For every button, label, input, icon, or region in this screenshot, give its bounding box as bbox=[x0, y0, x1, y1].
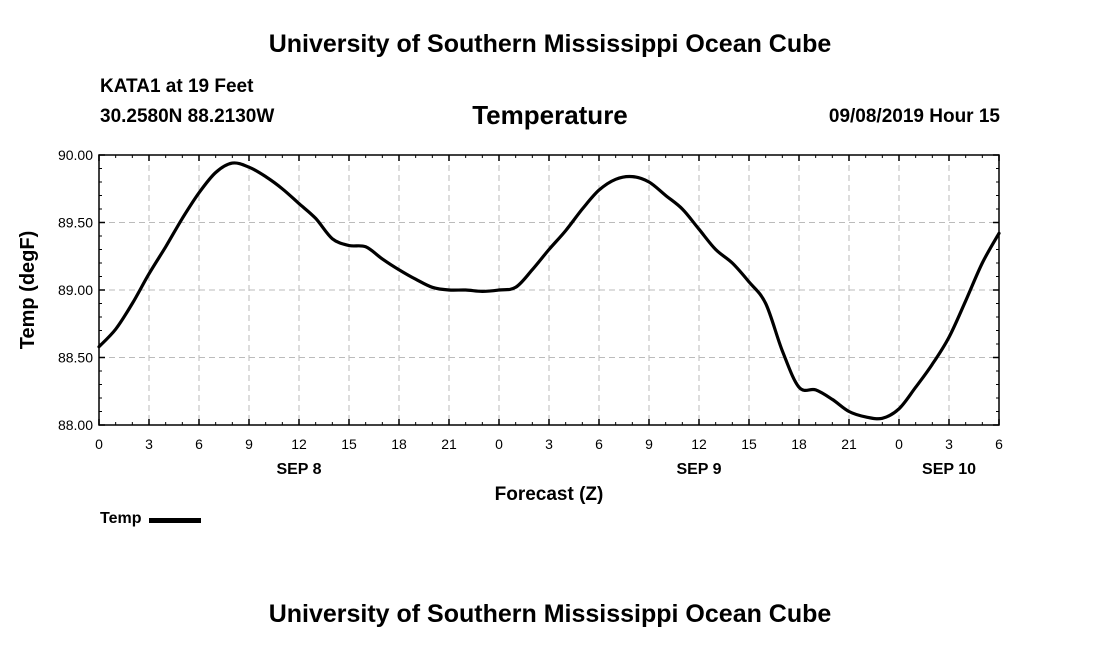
x-axis-label: Forecast (Z) bbox=[495, 484, 604, 505]
x-tick-label: 0 bbox=[95, 436, 103, 452]
x-tick-label: 3 bbox=[945, 436, 953, 452]
x-tick-label: 0 bbox=[495, 436, 503, 452]
date-label: SEP 10 bbox=[922, 461, 976, 478]
legend-line-swatch bbox=[149, 518, 202, 523]
x-tick-label: 12 bbox=[691, 436, 707, 452]
series-layer bbox=[97, 161, 1001, 421]
x-tick-label: 21 bbox=[441, 436, 457, 452]
x-tick-label: 15 bbox=[341, 436, 357, 452]
y-axis-ticks: 88.00 88.50 89.00 89.50 90.00 bbox=[58, 147, 999, 433]
y-tick-label: 88.50 bbox=[58, 350, 93, 366]
x-tick-label: 21 bbox=[841, 436, 857, 452]
x-tick-label: 18 bbox=[791, 436, 807, 452]
valid-time-label: 09/08/2019 Hour 15 bbox=[828, 106, 1000, 127]
y-axis-label: Temp (degF) bbox=[17, 231, 39, 350]
x-tick-label: 6 bbox=[195, 436, 203, 452]
y-tick-label: 89.50 bbox=[58, 215, 93, 231]
variable-title: Temperature bbox=[472, 100, 628, 130]
x-tick-label: 6 bbox=[595, 436, 603, 452]
grid-lines bbox=[99, 155, 999, 425]
x-tick-label: 3 bbox=[145, 436, 153, 452]
y-tick-label: 89.00 bbox=[58, 282, 93, 298]
legend: Temp bbox=[100, 510, 202, 528]
series-line-temp bbox=[97, 161, 1001, 421]
x-tick-label: 3 bbox=[545, 436, 553, 452]
x-tick-label: 15 bbox=[741, 436, 757, 452]
plot-frame bbox=[98, 154, 1000, 426]
chart-title: University of Southern Mississippi Ocean… bbox=[268, 30, 832, 58]
x-axis-ticks: 0 3 6 9 12 15 18 21 0 3 6 9 12 15 18 21 0 3 6 bbox=[95, 155, 1003, 452]
date-labels: SEP 8 SEP 9 SEP 10 bbox=[276, 461, 976, 478]
x-tick-label: 18 bbox=[391, 436, 407, 452]
x-tick-label: 9 bbox=[645, 436, 653, 452]
legend-label: Temp bbox=[100, 510, 142, 527]
y-tick-label: 88.00 bbox=[58, 417, 93, 433]
footer-title: University of Southern Mississippi Ocean… bbox=[268, 600, 832, 628]
x-tick-label: 9 bbox=[245, 436, 253, 452]
x-tick-label: 0 bbox=[895, 436, 903, 452]
x-tick-label: 6 bbox=[995, 436, 1003, 452]
date-label: SEP 9 bbox=[676, 461, 721, 478]
station-label: KATA1 at 19 Feet bbox=[100, 76, 254, 97]
coordinates-label: 30.2580N 88.2130W bbox=[100, 106, 275, 127]
x-tick-label: 12 bbox=[291, 436, 307, 452]
date-label: SEP 8 bbox=[276, 461, 321, 478]
y-tick-label: 90.00 bbox=[58, 147, 93, 163]
